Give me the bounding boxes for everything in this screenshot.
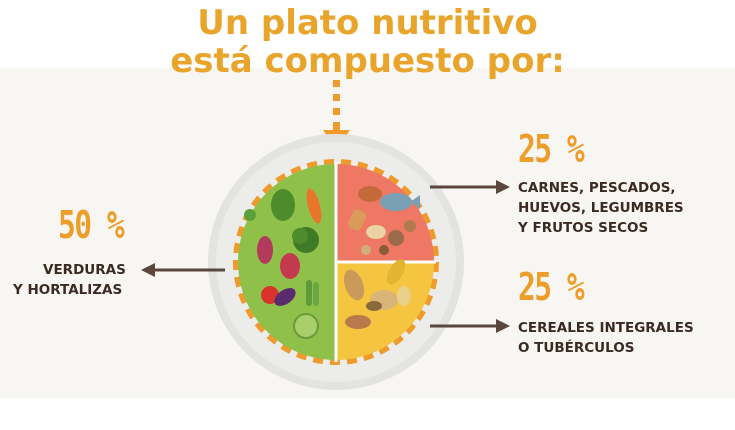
cereales-percent: 25 % [518, 265, 585, 309]
proteinas-caption-line-3: Y FRUTOS SECOS [518, 220, 649, 236]
title-line-2: está compuesto por: [170, 41, 565, 81]
proteinas-caption-line-1: CARNES, PESCADOS, [518, 180, 676, 196]
verduras-percent: 50 % [58, 203, 125, 247]
verduras-caption-line-1: VERDURAS [43, 262, 126, 278]
proteinas-caption-line-2: HUEVOS, LEGUMBRES [518, 200, 684, 216]
proteinas-percent: 25 % [518, 127, 585, 171]
arrow-to-verduras [141, 263, 225, 277]
vegetables-illustration [244, 188, 322, 339]
verduras-caption-line-2: Y HORTALIZAS [13, 282, 123, 298]
cereales-caption-line-1: CEREALES INTEGRALES [518, 320, 694, 336]
title-line-1: Un plato nutritivo [197, 3, 538, 43]
arrow-to-proteinas [430, 180, 510, 194]
proteins-illustration [347, 186, 420, 255]
cereals-illustration [343, 259, 411, 329]
arrow-to-cereales [430, 319, 510, 333]
cereales-caption-line-2: O TUBÉRCULOS [518, 340, 635, 356]
plate-section-proteinas [336, 164, 434, 262]
